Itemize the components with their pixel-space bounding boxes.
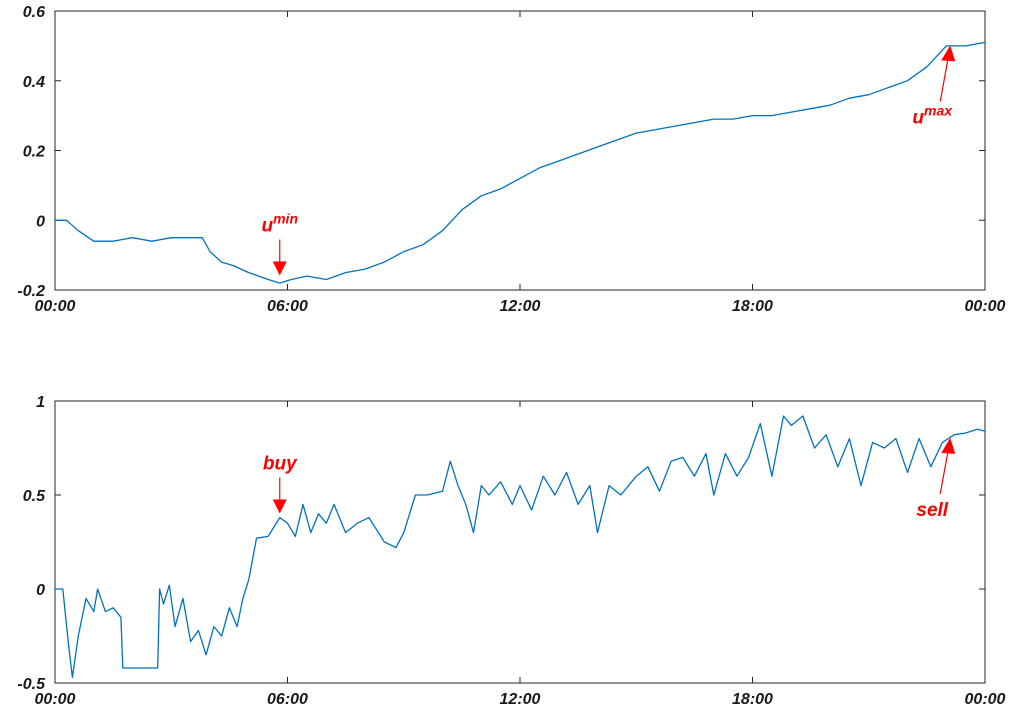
y-tick-label: 0.2: [23, 144, 45, 161]
annotation-label-sup: max: [924, 102, 953, 118]
series-line: [55, 41, 986, 284]
x-tick-label: 18:00: [732, 691, 773, 708]
x-tick-label: 12:00: [500, 691, 541, 708]
chart-panel-2: 00:00 06:00 12:00 18:00 00:00-0.500.51buysel…: [17, 394, 1005, 708]
plot-frame: [54, 400, 986, 684]
annotation-label-text: sell: [916, 500, 948, 521]
annotation-label-text: u: [912, 107, 924, 128]
x-tick-label: 18:00: [732, 298, 773, 315]
x-tick-label: 00:00: [35, 691, 76, 708]
annotation-label-text: u: [262, 216, 274, 237]
annotation-arrow-head: [941, 437, 956, 454]
annotation-sell: sell: [916, 437, 956, 521]
series-line: [55, 415, 986, 679]
annotation-arrow-head: [941, 45, 956, 62]
annotation-u-max: umax: [912, 45, 956, 128]
annotation-buy: buy: [263, 454, 298, 514]
annotation-label: buy: [263, 454, 298, 475]
y-tick-label: 0: [36, 213, 45, 230]
y-tick-label: -0.2: [17, 283, 45, 300]
x-tick-label: 00:00: [965, 298, 1006, 315]
x-tick-label: 12:00: [500, 298, 541, 315]
y-tick-label: 1: [36, 394, 45, 411]
x-tick-label: 00:00: [35, 298, 76, 315]
annotation-label: sell: [916, 500, 948, 521]
annotation-label: umin: [262, 211, 299, 237]
y-tick-label: 0.6: [23, 4, 45, 21]
annotation-u-min: umin: [262, 211, 299, 276]
y-tick-label: -0.5: [17, 676, 46, 693]
annotation-arrow-shaft: [939, 57, 949, 102]
x-tick-label: 06:00: [267, 298, 308, 315]
annotation-arrow-head: [272, 261, 287, 276]
annotation-arrow-head: [272, 499, 287, 514]
annotation-label-sup: min: [273, 211, 298, 227]
y-tick-label: 0.5: [23, 488, 46, 505]
y-tick-label: 0.4: [23, 74, 45, 91]
annotation-label: umax: [912, 102, 953, 128]
x-tick-label: 00:00: [965, 691, 1006, 708]
annotation-arrow-shaft: [939, 449, 949, 494]
chart-panel-1: 00:00 06:00 12:00 18:00 00:00-0.200.20.40.6u…: [17, 4, 1005, 315]
plot-frame: [54, 10, 986, 291]
x-tick-label: 06:00: [267, 691, 308, 708]
annotation-label-text: buy: [263, 454, 298, 475]
y-tick-label: 0: [36, 582, 45, 599]
